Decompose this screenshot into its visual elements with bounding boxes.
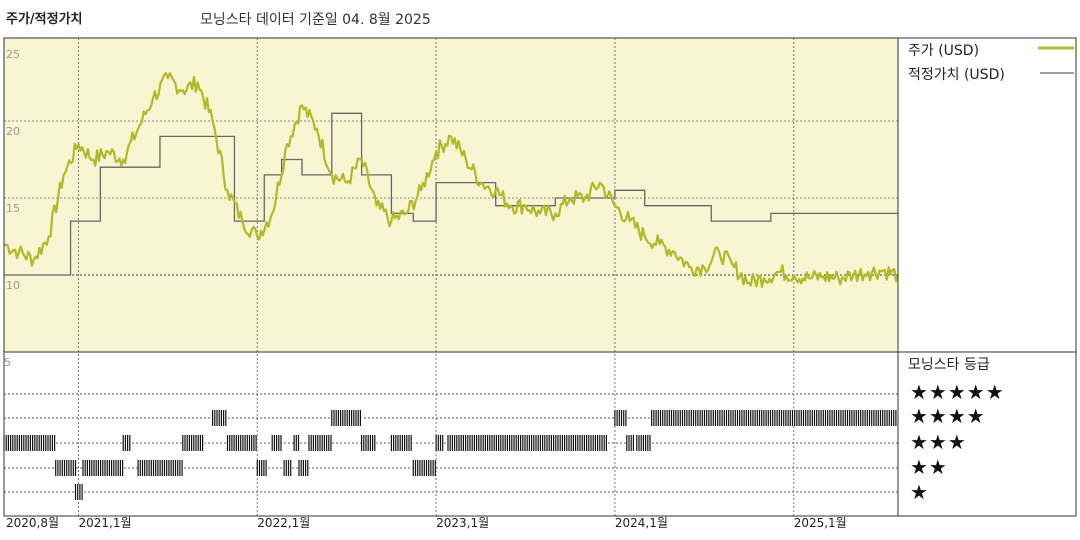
- rating-4-stars: ★★★★: [910, 404, 986, 428]
- rating-bars: [3, 410, 898, 500]
- rating-segment: [293, 435, 300, 451]
- rating-segment: [3, 435, 56, 451]
- outer-frame: [3, 37, 1077, 517]
- price-panel-background: [4, 38, 898, 352]
- rating-segment: [361, 435, 377, 451]
- rating-segment: [55, 460, 77, 476]
- rating-segment: [212, 410, 228, 426]
- rating-segment: [122, 435, 131, 451]
- rating-y-tick-5: 5: [4, 356, 11, 369]
- rating-segment-base: [436, 435, 444, 451]
- chart-title: 주가/적정가치: [6, 12, 83, 27]
- rating-1-star: ★: [910, 480, 929, 504]
- x-tick-label: 2022,1월: [257, 516, 310, 530]
- rating-segment: [226, 435, 258, 451]
- rating-segment-base: [284, 460, 292, 476]
- rating-segment: [283, 460, 292, 476]
- price-y-tick: 20: [6, 125, 20, 138]
- rating-segment: [636, 435, 652, 451]
- data-date-label: 모닝스타 데이터 기준일 04. 8월 2025: [200, 12, 431, 28]
- rating-segment: [308, 435, 332, 451]
- rating-segment: [298, 460, 309, 476]
- price-y-tick: 25: [6, 48, 20, 61]
- price-line: [3, 72, 900, 288]
- rating-panel-title: 모닝스타 등급: [908, 357, 990, 373]
- rating-segment-base: [123, 435, 131, 451]
- rating-segment: [447, 435, 608, 451]
- price-y-tick: 10: [6, 279, 20, 292]
- rating-segment: [74, 484, 83, 500]
- x-tick-label: 2020,8월: [6, 516, 59, 530]
- price-panel-grid: [4, 120, 898, 276]
- chart-frame: [3, 37, 1077, 517]
- x-tick-label: 2021,1월: [79, 516, 132, 530]
- rating-segment: [412, 460, 437, 476]
- rating-segment: [626, 435, 635, 451]
- legend-fair-label: 적정가치 (USD): [908, 67, 1005, 83]
- rating-segment-base: [626, 435, 635, 451]
- rating-segment-base: [75, 484, 83, 500]
- rating-segment: [614, 410, 627, 426]
- price-y-ticks: 25 20 15 10: [6, 48, 20, 292]
- rating-segment: [82, 460, 124, 476]
- rating-segment: [271, 435, 282, 451]
- fair-value-series: [4, 112, 898, 276]
- x-tick-label: 2025,1월: [794, 516, 847, 530]
- rating-segment: [256, 460, 267, 476]
- rating-5-stars: ★★★★★: [910, 380, 1005, 404]
- rating-segment: [435, 435, 444, 451]
- rating-segment-base: [614, 410, 627, 426]
- rating-segment: [137, 460, 183, 476]
- rating-segment: [182, 435, 205, 451]
- x-tick-label: 2024,1월: [615, 516, 668, 530]
- rating-segment: [390, 435, 414, 451]
- fair-value-line: [4, 112, 898, 276]
- rating-segment: [651, 410, 898, 426]
- rating-3-stars: ★★★: [910, 430, 967, 454]
- legend-price-label: 주가 (USD): [908, 43, 979, 59]
- rating-segment-base: [55, 460, 76, 476]
- price-y-tick: 15: [6, 202, 20, 215]
- rating-2-stars: ★★: [910, 455, 948, 479]
- price-series: [3, 72, 900, 288]
- x-axis-ticks: 2020,8월 2021,1월 2022,1월 2023,1월 2024,1월 2025,…: [6, 516, 847, 530]
- x-tick-label: 2023,1월: [436, 516, 489, 530]
- rating-segment: [331, 410, 362, 426]
